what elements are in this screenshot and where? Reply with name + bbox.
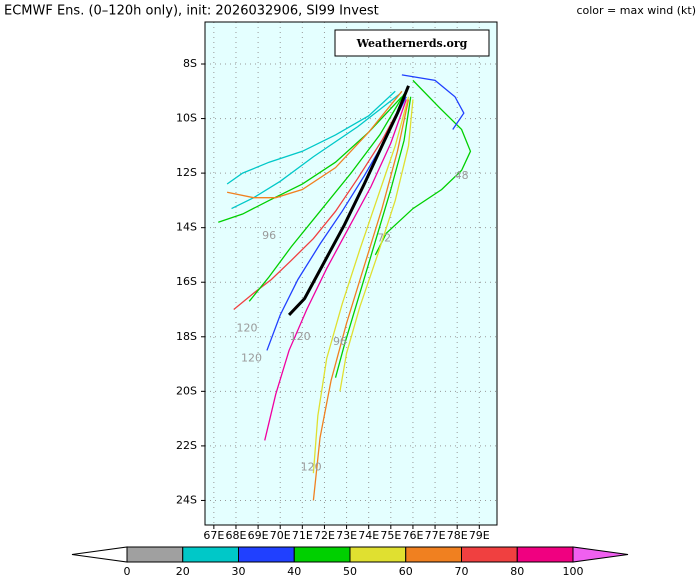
colorbar-label: 80 xyxy=(510,565,524,578)
colorbar-segment xyxy=(349,546,407,563)
colorbar-end xyxy=(71,546,128,563)
colorbar-label: 50 xyxy=(343,565,357,578)
y-tick-label: 10S xyxy=(176,112,197,125)
hour-label: 72 xyxy=(377,232,391,245)
title: ECMWF Ens. (0–120h only), init: 20260329… xyxy=(4,4,379,19)
x-tick-label: 75E xyxy=(380,529,401,542)
x-tick-label: 69E xyxy=(248,529,269,542)
colorbar-segment xyxy=(516,546,574,563)
colorbar-label: 0 xyxy=(124,565,131,578)
ensemble-track xyxy=(226,90,403,199)
ensemble-track xyxy=(312,96,410,474)
x-tick-label: 78E xyxy=(447,529,468,542)
hour-label: 120 xyxy=(290,330,311,343)
ensemble-track xyxy=(231,93,401,210)
colorbar-label: 30 xyxy=(232,565,246,578)
legend-title: color = max wind (kt) xyxy=(576,4,696,17)
watermark-box xyxy=(334,29,490,57)
ensemble-track xyxy=(248,93,405,302)
colorbar-label: 70 xyxy=(455,565,469,578)
hour-label: 120 xyxy=(301,461,322,474)
colorbar-segment xyxy=(461,546,518,563)
x-tick-label: 70E xyxy=(270,529,291,542)
y-tick-label: 18S xyxy=(176,330,197,343)
watermark: Weathernerds.org xyxy=(356,37,468,50)
hour-label: 96 xyxy=(333,335,347,348)
ensemble-track xyxy=(334,96,412,378)
x-tick-label: 68E xyxy=(225,529,246,542)
y-tick-label: 14S xyxy=(176,221,197,234)
ensemble-track xyxy=(374,79,472,256)
y-tick-label: 16S xyxy=(176,275,197,288)
colorbar-label: 40 xyxy=(287,565,301,578)
colorbar-label: 20 xyxy=(176,565,190,578)
x-tick-label: 67E xyxy=(203,529,224,542)
colorbar-segment xyxy=(126,546,184,563)
ensemble-track xyxy=(264,99,407,441)
x-tick-label: 74E xyxy=(358,529,379,542)
x-tick-label: 71E xyxy=(292,529,313,542)
colorbar-label: 60 xyxy=(399,565,413,578)
hour-label: 120 xyxy=(241,352,262,365)
x-tick-label: 72E xyxy=(314,529,335,542)
x-tick-label: 77E xyxy=(425,529,446,542)
map-background xyxy=(205,22,497,525)
ensemble-mean-track xyxy=(287,85,410,316)
colorbar-segment xyxy=(293,546,351,563)
ensemble-track xyxy=(401,74,465,130)
colorbar-segment xyxy=(405,546,462,563)
hour-label: 120 xyxy=(237,322,258,335)
y-tick-label: 20S xyxy=(176,384,197,397)
y-tick-label: 12S xyxy=(176,166,197,179)
x-tick-label: 79E xyxy=(469,529,490,542)
y-tick-label: 24S xyxy=(176,493,197,506)
ensemble-track xyxy=(312,99,410,501)
hour-label: 96 xyxy=(262,229,276,242)
colorbar-segment xyxy=(182,546,239,563)
x-tick-label: 76E xyxy=(402,529,423,542)
x-tick-label: 73E xyxy=(336,529,357,542)
y-tick-label: 22S xyxy=(176,439,197,452)
hour-label: 48 xyxy=(455,169,469,182)
y-tick-label: 8S xyxy=(183,57,197,70)
ensemble-track xyxy=(339,99,414,392)
colorbar-segment xyxy=(238,546,295,563)
ensemble-track xyxy=(226,90,396,185)
colorbar-label: 100 xyxy=(563,565,584,578)
map-frame xyxy=(204,21,498,526)
colorbar-end xyxy=(572,546,629,563)
